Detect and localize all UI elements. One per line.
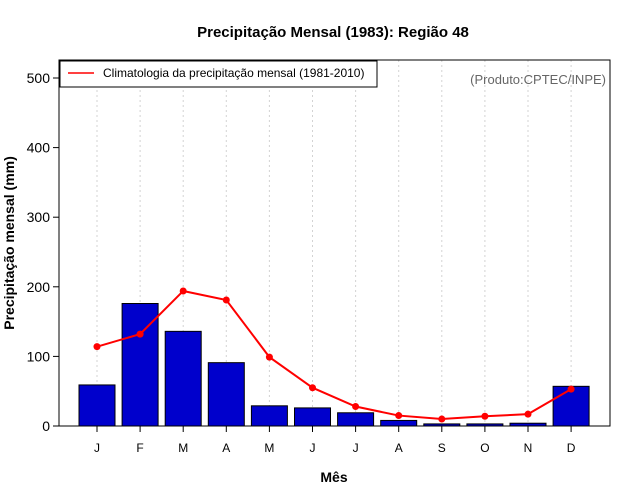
climatology-point-6 bbox=[309, 384, 316, 392]
x-tick-label: M bbox=[178, 441, 188, 455]
bar-5 bbox=[250, 405, 288, 427]
climatology-point-5 bbox=[265, 353, 273, 361]
climatology-point-9 bbox=[438, 415, 446, 423]
climatology-point-4 bbox=[222, 296, 230, 304]
legend: Climatologia da precipitação mensal (198… bbox=[59, 60, 378, 88]
climatology-point-1 bbox=[93, 343, 101, 351]
legend-label: Climatologia da precipitação mensal (198… bbox=[103, 66, 364, 80]
climatology-point-2 bbox=[136, 330, 144, 338]
climatology-point-8 bbox=[395, 412, 403, 420]
y-axis-title: Precipitação mensal (mm) bbox=[1, 156, 17, 330]
bar-3 bbox=[164, 330, 202, 427]
y-tick-label: 200 bbox=[27, 279, 51, 295]
climatology-line-group bbox=[93, 287, 575, 423]
climatology-point-7 bbox=[352, 403, 360, 411]
x-tick-label: D bbox=[567, 441, 576, 455]
plot-frame bbox=[58, 59, 611, 427]
climatology-point-11 bbox=[524, 410, 532, 418]
chart-title: Precipitação Mensal (1983): Região 48 bbox=[197, 24, 469, 41]
x-tick-label: A bbox=[222, 441, 230, 455]
y-tick-label: 500 bbox=[27, 70, 51, 86]
y-tick-label: 400 bbox=[27, 140, 51, 156]
bar-6 bbox=[294, 407, 331, 427]
bars bbox=[78, 303, 590, 427]
x-tick-label: A bbox=[395, 441, 403, 455]
bar-4 bbox=[207, 362, 245, 427]
x-tick-label: F bbox=[136, 441, 143, 455]
climatology-line bbox=[96, 289, 572, 421]
bar-7 bbox=[337, 412, 375, 427]
x-tick-label: M bbox=[264, 441, 274, 455]
x-tick-label: S bbox=[438, 441, 446, 455]
x-axis-title: Mês bbox=[320, 469, 347, 485]
y-tick-label: 300 bbox=[27, 209, 51, 225]
x-tick-label: J bbox=[94, 441, 100, 455]
climatology-point-3 bbox=[179, 287, 187, 295]
x-tick-label: O bbox=[480, 441, 489, 455]
climatology-point-12 bbox=[567, 385, 575, 393]
x-tick-label: J bbox=[353, 441, 359, 455]
y-tick-label: 100 bbox=[27, 348, 51, 364]
bar-1 bbox=[78, 384, 116, 427]
bar-8 bbox=[380, 419, 418, 427]
x-tick-label: J bbox=[310, 441, 316, 455]
source-note: (Produto:CPTEC/INPE) bbox=[470, 72, 606, 87]
x-tick-label: N bbox=[524, 441, 533, 455]
climatology-point-10 bbox=[481, 412, 489, 420]
y-tick-label: 0 bbox=[42, 418, 50, 434]
bar-2 bbox=[121, 303, 159, 427]
y-axis: 0 100 200 300 400 500 bbox=[27, 70, 59, 434]
legend-box bbox=[59, 60, 378, 88]
